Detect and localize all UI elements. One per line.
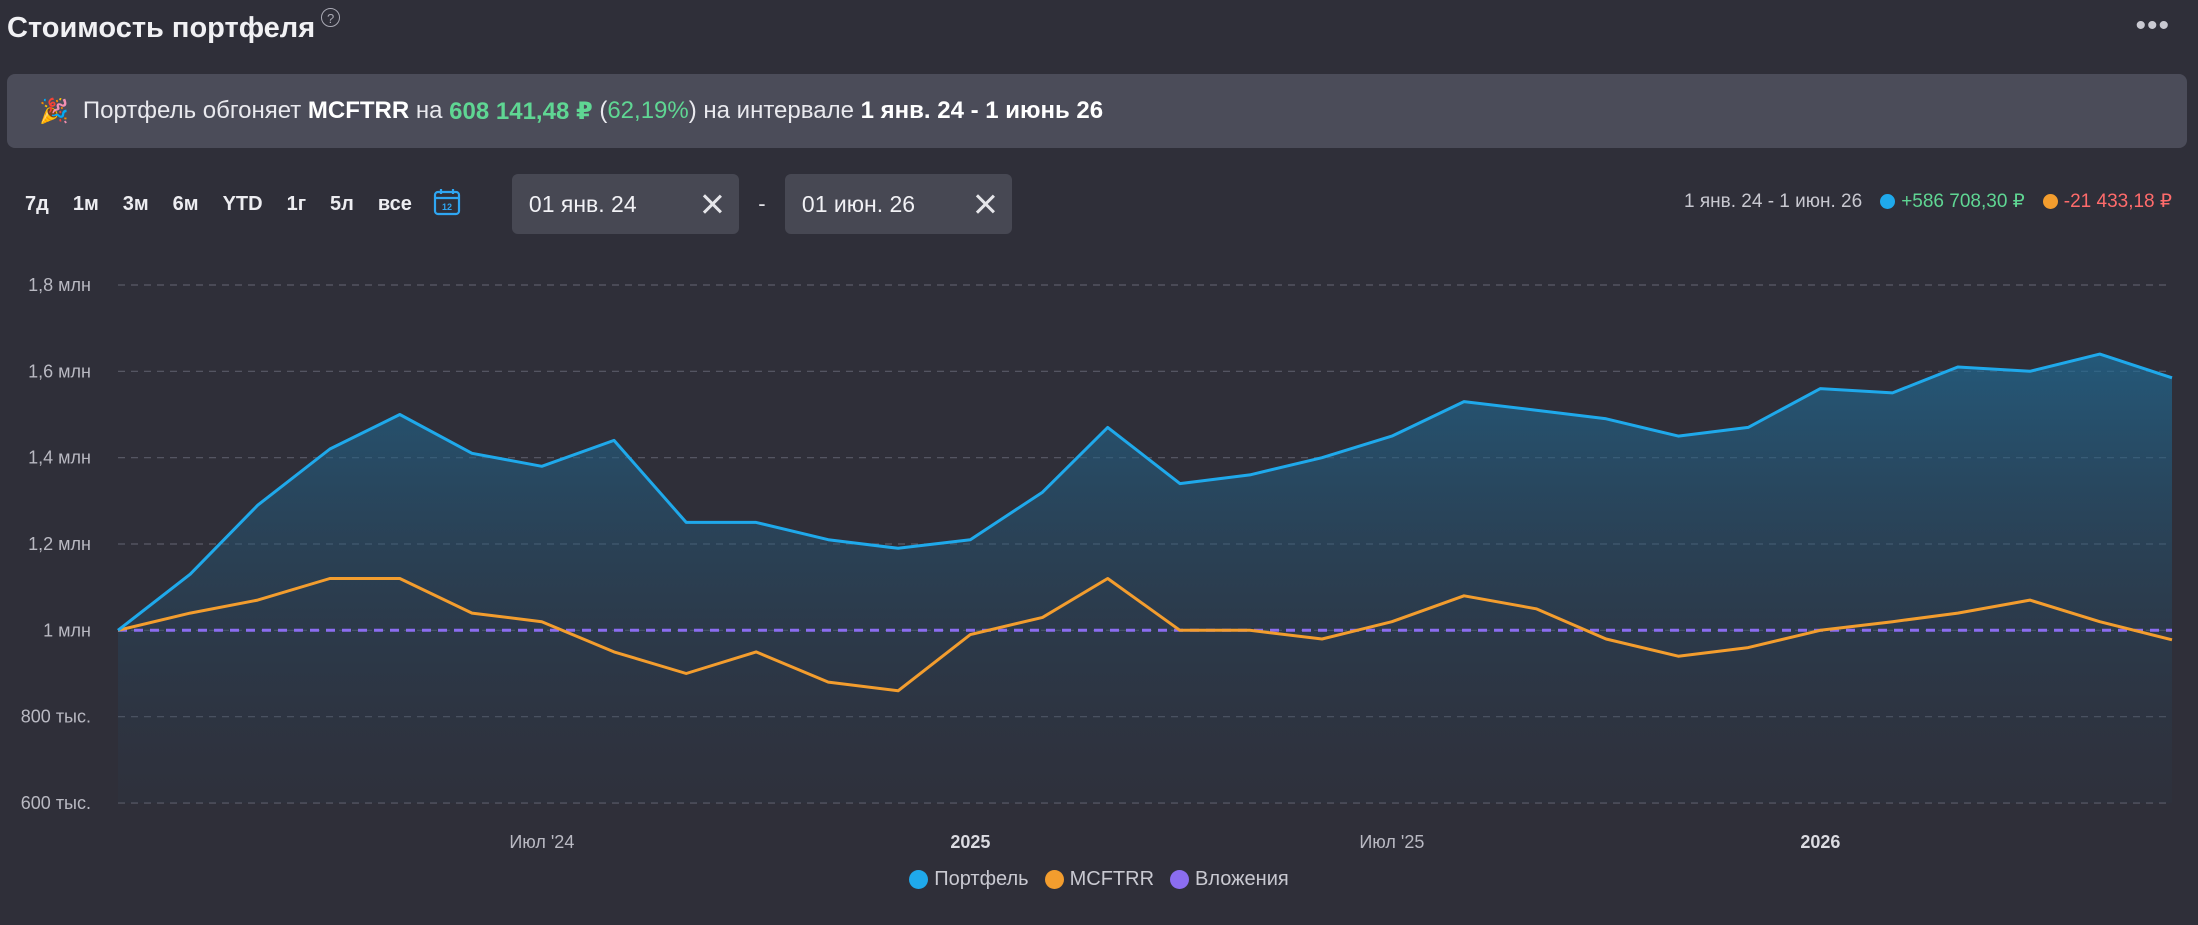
period-controls: 7д 1м 3м 6м YTD 1г 5л все 12 01 янв. 24 … [0, 174, 1012, 234]
period-1y[interactable]: 1г [286, 193, 307, 215]
y-tick-label: 800 тыс. [21, 707, 91, 727]
banner-text-3: на интервале [703, 97, 854, 124]
x-axis-labels: Июл '24 2025 Июл '25 2026 [509, 832, 1840, 850]
comparison-banner: 🎉 Портфель обгоняет MCFTRR на 608 141,48… [7, 74, 2187, 148]
legend-portfolio-label: Портфель [934, 868, 1029, 890]
portfolio-chart[interactable]: 600 тыс. 800 тыс. 1 млн 1,2 млн 1,4 млн 1,6 м… [0, 250, 2198, 850]
period-ytd[interactable]: YTD [222, 193, 263, 215]
date-to-field[interactable]: 01 июн. 26 [784, 174, 1012, 234]
x-tick-label: 2025 [950, 832, 990, 850]
svg-text:12: 12 [442, 202, 452, 212]
banner-percent-open: ( [599, 97, 608, 124]
legend-item-investments[interactable]: Вложения [1170, 868, 1289, 891]
date-separator: - [758, 191, 766, 216]
help-icon[interactable]: ? [321, 8, 341, 27]
summary-benchmark-change: -21 433,18 ₽ [2063, 191, 2172, 212]
summary-range: 1 янв. 24 - 1 июн. 26 [1684, 190, 1863, 212]
legend-item-portfolio[interactable]: Портфель [909, 868, 1029, 891]
period-1m[interactable]: 1м [72, 193, 99, 215]
banner-text-1: Портфель обгоняет [82, 97, 302, 124]
more-options-icon[interactable]: ••• [2135, 9, 2170, 42]
banner-interval: 1 янв. 24 - 1 июнь 26 [860, 97, 1104, 124]
date-from-value: 01 янв. 24 [528, 190, 637, 217]
y-tick-label: 1,6 млн [28, 361, 91, 381]
x-tick-label: 2026 [1800, 832, 1840, 850]
clear-date-to-icon[interactable] [974, 193, 996, 215]
legend-mcftrr-dot-icon [1044, 870, 1064, 889]
change-summary: 1 янв. 24 - 1 июн. 26 +586 708,30 ₽ -21 … [1684, 190, 2172, 213]
banner-percent-close: ) [688, 97, 697, 124]
page-title: Стоимость портфеля [7, 12, 316, 44]
series-line-portfolio[interactable] [117, 352, 2173, 632]
x-tick-label: Июл '24 [509, 832, 574, 850]
y-tick-label: 1,2 млн [28, 534, 91, 554]
chart-legend: Портфель MCFTRR Вложения [0, 868, 2198, 891]
period-3m[interactable]: 3м [122, 193, 149, 215]
period-all[interactable]: все [377, 193, 412, 215]
legend-item-mcftrr[interactable]: MCFTRR [1044, 868, 1155, 891]
clear-date-from-icon[interactable] [701, 193, 723, 215]
summary-portfolio-change: +586 708,30 ₽ [1901, 191, 2025, 212]
calendar-icon[interactable]: 12 [432, 187, 462, 222]
period-6m[interactable]: 6м [172, 193, 199, 215]
legend-investments-label: Вложения [1195, 868, 1289, 890]
x-tick-label: Июл '25 [1359, 832, 1424, 850]
benchmark-dot-icon [2042, 194, 2058, 209]
legend-mcftrr-label: MCFTRR [1069, 868, 1155, 890]
period-5y[interactable]: 5л [330, 193, 354, 215]
banner-amount: 608 141,48 ₽ [449, 97, 593, 125]
y-axis-labels: 600 тыс. 800 тыс. 1 млн 1,2 млн 1,4 млн 1,6 м… [21, 275, 91, 813]
date-to-value: 01 июн. 26 [801, 190, 916, 217]
header: Стоимость портфеля ? [7, 4, 341, 52]
y-tick-label: 600 тыс. [21, 793, 91, 813]
banner-percent: 62,19% [607, 97, 689, 124]
legend-investments-dot-icon [1170, 870, 1190, 889]
party-icon: 🎉 [39, 97, 69, 125]
series-line-mcftrr[interactable] [117, 577, 2173, 693]
y-tick-label: 1,4 млн [28, 448, 91, 468]
portfolio-dot-icon [1880, 194, 1896, 209]
y-tick-label: 1,8 млн [28, 275, 91, 295]
date-from-field[interactable]: 01 янв. 24 [511, 174, 739, 234]
portfolio-area [118, 354, 2172, 803]
period-7d[interactable]: 7д [25, 193, 49, 215]
legend-portfolio-dot-icon [909, 870, 929, 889]
banner-benchmark: MCFTRR [307, 97, 410, 124]
y-tick-label: 1 млн [43, 620, 91, 640]
banner-text-2: на [415, 97, 443, 124]
